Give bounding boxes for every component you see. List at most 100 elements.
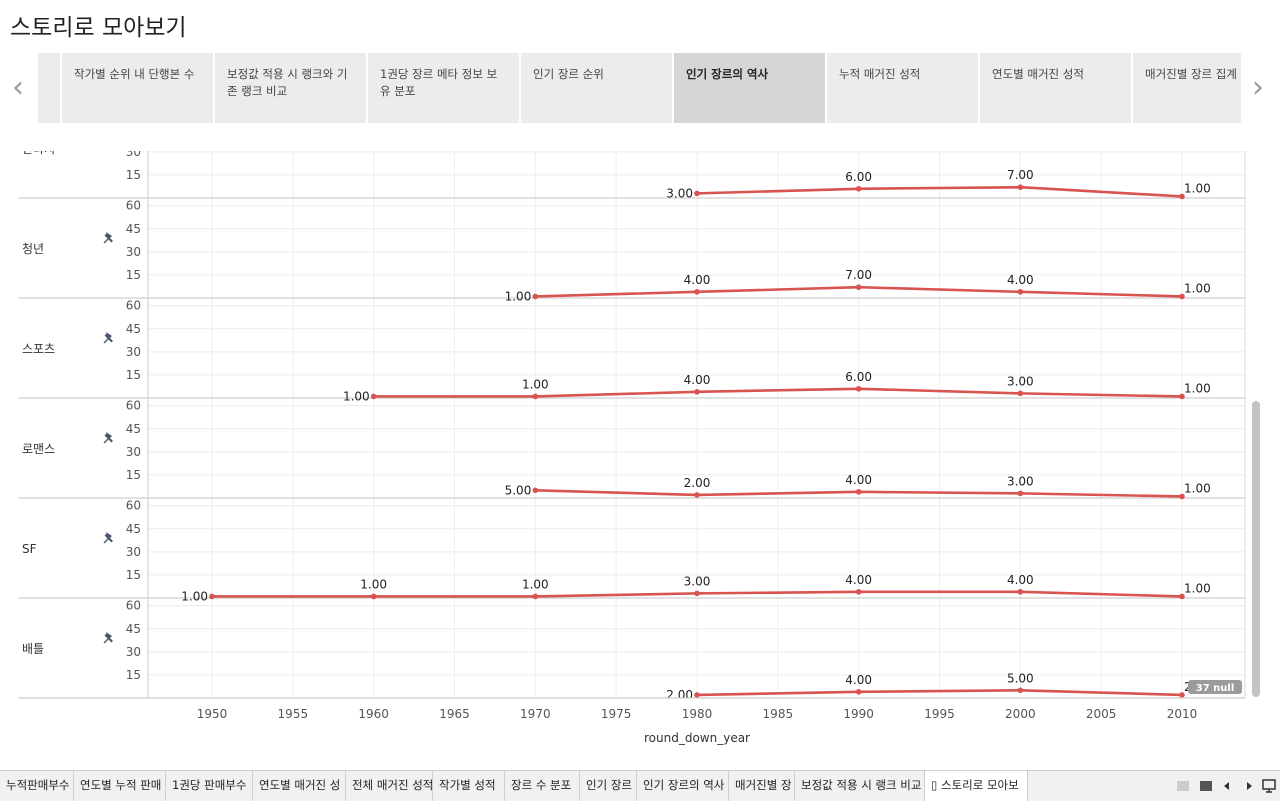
y-tick-label: 45	[126, 622, 141, 636]
data-label: 1.00	[1184, 281, 1211, 295]
y-tick-label: 15	[126, 368, 141, 382]
filmstrip-icon[interactable]	[1199, 779, 1213, 793]
data-point	[1017, 490, 1024, 497]
sheet-tab-label: 장르 수 분포	[511, 778, 572, 792]
story-point-tab[interactable]: 1권당 장르 메타 정보 보유 분포	[368, 53, 519, 123]
data-label: 1.00	[1184, 181, 1211, 195]
row-header-label: 배틀	[22, 642, 44, 656]
y-tick-label: 30	[126, 245, 141, 259]
y-tick-label: 30	[126, 145, 141, 159]
row-header-label: 판타지	[22, 142, 55, 156]
story-point-tab[interactable]: 보정값 적용 시 랭크와 기존 랭크 비교	[215, 53, 366, 123]
small-multiples-area: 15 30 45 60 판타지 3.00 6.00 7.00 1.00 15 30 45 60 청년 1.0…	[18, 142, 1245, 698]
data-label: 1.00	[181, 589, 208, 603]
data-point	[1017, 184, 1024, 191]
data-point	[532, 293, 539, 300]
sheet-tab-label: 매거진별 장	[735, 778, 792, 792]
story-navigator-spacer	[38, 53, 60, 123]
y-tick-label: 15	[126, 668, 141, 682]
data-label: 4.00	[1007, 273, 1034, 287]
x-tick-label: 1975	[601, 707, 632, 721]
next-story-point-button[interactable]: ›	[1252, 70, 1264, 105]
sheet-tab[interactable]: 인기 장르의 역사	[637, 771, 729, 801]
data-label: 1.00	[1184, 381, 1211, 395]
y-tick-label: 15	[126, 168, 141, 182]
data-point	[1179, 193, 1185, 200]
y-tick-label: 45	[126, 522, 141, 536]
data-label: 3.00	[1007, 374, 1034, 388]
story-point-tab[interactable]: 작가별 순위 내 단행본 수	[62, 53, 213, 123]
data-point	[855, 489, 862, 495]
story-point-tab[interactable]: 매거진별 장르 집계	[1133, 53, 1241, 123]
story-point-tab[interactable]: 연도별 매거진 성적	[980, 53, 1131, 123]
data-label: 2.00	[684, 476, 711, 490]
x-tick-label: 1990	[843, 707, 874, 721]
data-label: 3.00	[666, 186, 693, 200]
sheet-tab[interactable]: 장르 수 분포	[505, 771, 580, 801]
y-tick-label: 60	[126, 399, 141, 413]
y-tick-label: 45	[126, 422, 141, 436]
x-tick-label: 2000	[1005, 707, 1036, 721]
data-point	[694, 692, 700, 698]
sheet-tab-bar: 누적판매부수 연도별 누적 판매 1권당 판매부수 연도별 매거진 성 전체 매거진 성…	[0, 770, 1280, 801]
sheet-tab[interactable]: 연도별 매거진 성	[253, 771, 346, 801]
x-tick-label: 1950	[197, 707, 228, 721]
sheet-tab-label: 1권당 판매부수	[172, 778, 247, 792]
sheet-tab-label: 스토리로 모아보	[940, 778, 1019, 792]
sheet-tab[interactable]: 전체 매거진 성적	[346, 771, 433, 801]
data-label: 4.00	[1007, 573, 1034, 587]
data-label: 7.00	[1007, 168, 1034, 182]
data-point	[1017, 589, 1024, 595]
sheet-tab[interactable]: 누적판매부수	[0, 771, 74, 801]
prev-story-point-button[interactable]: ‹	[12, 70, 24, 105]
data-point	[532, 593, 539, 600]
sheet-tab[interactable]: 연도별 누적 판매	[74, 771, 166, 801]
presentation-icon[interactable]	[1262, 779, 1276, 793]
null-indicator-text[interactable]: 37 null	[1196, 683, 1235, 694]
data-point	[209, 593, 215, 600]
null-indicator-badge	[1188, 680, 1242, 694]
prev-sheet-icon[interactable]	[1220, 779, 1234, 793]
data-point	[694, 590, 700, 597]
data-point	[855, 185, 862, 192]
grid-view-icon[interactable]	[1176, 779, 1190, 793]
y-tick-label: 15	[126, 268, 141, 282]
data-point	[694, 289, 700, 295]
row-header-label: 로맨스	[22, 442, 55, 456]
x-tick-label: 1965	[439, 707, 470, 721]
x-tick-label: 1995	[924, 707, 955, 721]
data-point	[1017, 289, 1024, 295]
next-sheet-icon[interactable]	[1242, 779, 1256, 793]
row-header-label: SF	[22, 542, 37, 556]
data-label: 1.00	[505, 289, 532, 303]
sheet-tab-label: 전체 매거진 성적	[352, 778, 433, 792]
data-label: 5.00	[1007, 671, 1034, 685]
y-tick-label: 15	[126, 568, 141, 582]
sheet-tab[interactable]: 보정값 적용 시 랭크 비교	[795, 771, 925, 801]
story-point-tab[interactable]: 인기 장르의 역사	[674, 53, 825, 123]
story-point-tab[interactable]: 누적 매거진 성적	[827, 53, 978, 123]
data-point	[855, 385, 862, 392]
data-point	[1017, 390, 1024, 397]
sheet-tab[interactable]: 인기 장르	[580, 771, 637, 801]
data-point	[370, 593, 377, 600]
y-tick-label: 45	[126, 322, 141, 336]
data-label: 1.00	[1184, 481, 1211, 495]
y-tick-label: 30	[126, 445, 141, 459]
sheet-tab[interactable]: 작가별 성적	[433, 771, 505, 801]
sheet-tab-label: 누적판매부수	[6, 778, 70, 792]
data-label: 1.00	[1184, 581, 1211, 595]
sheet-tab[interactable]: 매거진별 장	[729, 771, 795, 801]
sheet-tab-label: 연도별 누적 판매	[80, 778, 162, 792]
pin-icon	[103, 432, 113, 444]
story-point-tab[interactable]: 인기 장르 순위	[521, 53, 672, 123]
sheet-tab-active[interactable]: ▯ 스토리로 모아보	[925, 771, 1028, 801]
sheet-tab-label: 연도별 매거진 성	[259, 778, 341, 792]
pin-icon	[103, 632, 113, 644]
data-label: 4.00	[845, 473, 872, 487]
pin-icon	[103, 332, 113, 344]
data-point	[694, 492, 700, 498]
sheet-tab[interactable]: 1권당 판매부수	[166, 771, 253, 801]
vertical-scrollbar-thumb[interactable]	[1252, 401, 1260, 697]
x-tick-label: 1955	[278, 707, 309, 721]
